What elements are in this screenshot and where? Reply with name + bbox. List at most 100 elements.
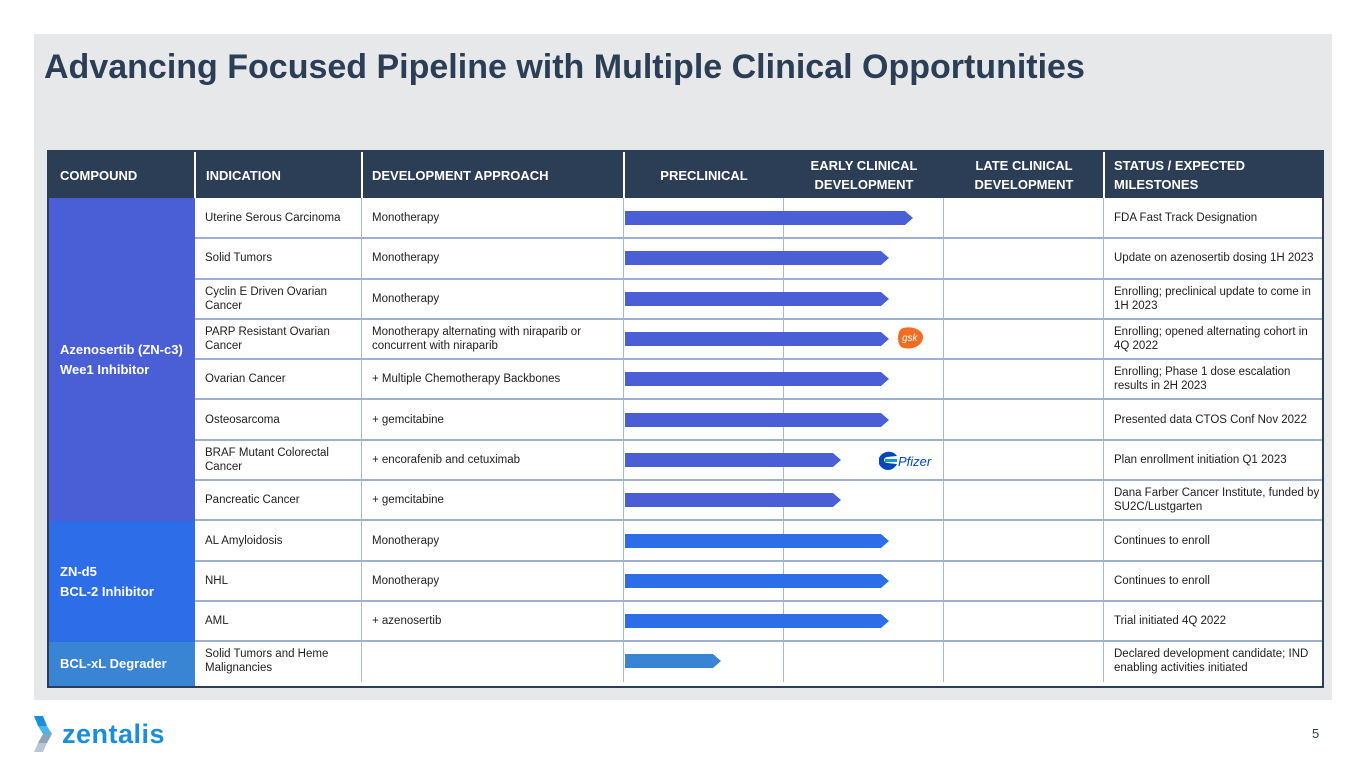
column-divider: [361, 318, 362, 360]
row-divider: [195, 519, 1322, 522]
compound-cell: ZN-d5 BCL-2 Inhibitor: [49, 521, 195, 642]
progress-bar: [625, 493, 841, 508]
status-cell: Enrolling; preclinical update to come in…: [1114, 285, 1311, 312]
row-divider: [195, 237, 1322, 240]
column-divider: [943, 359, 944, 400]
column-divider: [943, 480, 944, 521]
column-divider: [1103, 198, 1104, 239]
approach-cell: + gemcitabine: [372, 413, 444, 426]
progress-bar: [625, 533, 889, 548]
header-preclinical: PRECLINICAL: [660, 167, 748, 183]
row-divider: [195, 479, 1322, 482]
zentalis-mark-icon: [34, 716, 52, 752]
header-status: STATUS / EXPECTED MILESTONES: [1104, 152, 1322, 198]
column-divider: [943, 601, 944, 642]
table-row: PARP Resistant Ovarian Cancer Monotherapy…: [195, 318, 1322, 361]
column-divider: [623, 520, 624, 561]
indication-cell: BRAF Mutant Colorectal Cancer: [205, 446, 329, 473]
column-divider: [623, 238, 624, 279]
header-late-line2: DEVELOPMENT: [974, 177, 1074, 192]
status-cell: Enrolling; Phase 1 dose escalation resul…: [1114, 366, 1291, 393]
header-divider: [361, 152, 363, 198]
progress-bar: [625, 291, 889, 306]
table-row: Pancreatic Cancer + gemcitabine Dana Farbe…: [195, 480, 1322, 522]
compound-cell: Azenosertib (ZN-c3) Wee1 Inhibitor: [49, 198, 195, 521]
column-divider: [1103, 601, 1104, 642]
pipeline-table: COMPOUND INDICATION DEVELOPMENT APPROACH…: [47, 150, 1324, 688]
indication-cell: AL Amyloidosis: [205, 534, 283, 547]
column-divider: [1103, 439, 1104, 481]
status-cell: Presented data CTOS Conf Nov 2022: [1114, 413, 1307, 426]
progress-bar: [625, 332, 889, 347]
column-divider: [783, 641, 784, 682]
table-row: Solid Tumors Monotherapy Update on azenose…: [195, 238, 1322, 280]
column-divider: [943, 399, 944, 440]
status-cell: Trial initiated 4Q 2022: [1114, 615, 1227, 628]
column-divider: [1103, 318, 1104, 360]
compound-name: BCL-xL Degrader: [60, 656, 167, 671]
progress-bar: [625, 573, 889, 588]
table-row: Osteosarcoma + gemcitabine Presented data …: [195, 399, 1322, 441]
header-divider: [1103, 152, 1105, 198]
column-divider: [361, 641, 362, 682]
column-divider: [623, 601, 624, 642]
header-indication: INDICATION: [206, 167, 281, 183]
indication-cell: Uterine Serous Carcinoma: [205, 212, 341, 225]
row-divider: [195, 398, 1322, 401]
column-divider: [361, 601, 362, 642]
column-divider: [1103, 278, 1104, 319]
column-divider: [361, 399, 362, 440]
status-cell: Dana Farber Cancer Institute, funded by …: [1114, 487, 1320, 514]
page-title: Advancing Focused Pipeline with Multiple…: [44, 48, 1085, 86]
approach-cell: Monotherapy: [372, 252, 440, 265]
progress-bar: [625, 251, 889, 266]
column-divider: [361, 238, 362, 279]
column-divider: [361, 560, 362, 601]
column-divider: [1103, 399, 1104, 440]
column-divider: [1103, 480, 1104, 521]
table-row: AML + azenosertib Trial initiated 4Q 2022: [195, 601, 1322, 643]
progress-bar: [625, 654, 721, 669]
row-divider: [195, 599, 1322, 602]
pfizer-logo-icon: Pfizer: [877, 448, 939, 479]
column-divider: [1103, 520, 1104, 561]
compound-name: Azenosertib (ZN-c3): [60, 341, 183, 357]
approach-cell: + azenosertib: [372, 615, 442, 628]
approach-cell: + Multiple Chemotherapy Backbones: [372, 373, 561, 386]
approach-cell: [362, 641, 624, 681]
zentalis-logo: zentalis: [34, 716, 165, 752]
approach-cell: + encorafenib and cetuximab: [372, 453, 521, 466]
header-divider: [623, 152, 625, 198]
column-divider: [1103, 560, 1104, 601]
column-divider: [361, 198, 362, 239]
status-cell: FDA Fast Track Designation: [1114, 212, 1258, 225]
compound-class: BCL-2 Inhibitor: [60, 583, 154, 599]
logo-wordmark: zentalis: [62, 718, 166, 749]
indication-cell: AML: [205, 615, 229, 628]
status-cell: Declared development candidate; IND enab…: [1114, 648, 1309, 675]
progress-bar: [625, 372, 889, 387]
compound-class: Wee1 Inhibitor: [60, 361, 150, 377]
header-approach: DEVELOPMENT APPROACH: [372, 167, 549, 183]
compound-name: ZN-d5: [60, 563, 97, 579]
pfizer-text: Pfizer: [898, 454, 932, 469]
table-row: Ovarian Cancer + Multiple Chemotherapy Ba…: [195, 359, 1322, 401]
header-compound: COMPOUND: [60, 167, 138, 183]
table-row: BRAF Mutant Colorectal Cancer + encorafen…: [195, 439, 1322, 482]
approach-cell: Monotherapy: [372, 292, 440, 305]
column-divider: [361, 439, 362, 481]
indication-cell: Cyclin E Driven Ovarian Cancer: [205, 285, 328, 312]
status-cell: Enrolling; opened alternating cohort in …: [1114, 326, 1308, 353]
header-early-line1: EARLY CLINICAL: [810, 158, 918, 173]
approach-cell: Monotherapy: [372, 212, 440, 225]
header-status-line2: MILESTONES: [1114, 177, 1199, 192]
row-divider: [195, 438, 1322, 441]
column-divider: [623, 278, 624, 319]
table-row: NHL Monotherapy Continues to enroll: [195, 560, 1322, 602]
approach-cell: Monotherapy alternating with niraparib o…: [372, 326, 582, 353]
page-number: 5: [1312, 726, 1320, 741]
column-divider: [943, 439, 944, 481]
column-divider: [361, 520, 362, 561]
header-late-clinical: LATE CLINICAL DEVELOPMENT: [944, 152, 1104, 198]
table-row: Cyclin E Driven Ovarian Cancer Monotherap…: [195, 278, 1322, 320]
